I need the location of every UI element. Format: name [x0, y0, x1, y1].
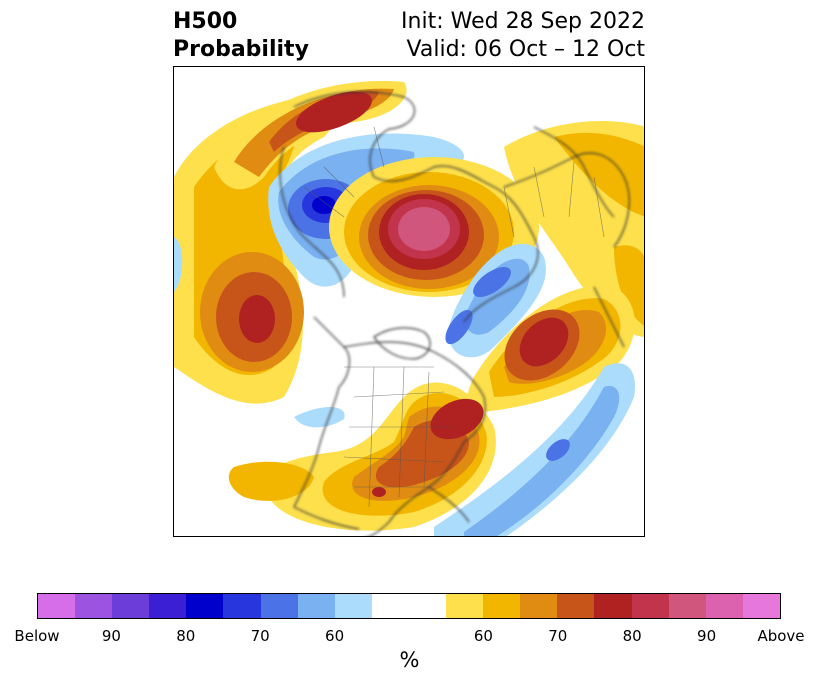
title-block-left: H500 Probability [173, 8, 309, 64]
colorbar-segment [483, 594, 521, 618]
map-svg [174, 81, 644, 536]
colorbar-segment [149, 594, 187, 618]
colorbar-segment [446, 594, 484, 618]
valid-period: Valid: 06 Oct – 12 Oct [406, 37, 645, 62]
colorbar-segment [334, 594, 372, 618]
colorbar-segment [112, 594, 150, 618]
colorbar-segment [705, 594, 743, 618]
title-type: Probability [173, 37, 309, 62]
colorbar [37, 593, 781, 619]
colorbar-segment [594, 594, 632, 618]
colorbar-unit: % [399, 648, 420, 672]
colorbar-tick-label: 60 [325, 627, 345, 645]
colorbar-tick-label: 90 [697, 627, 717, 645]
anomaly-asia-above [504, 121, 644, 337]
title-block-right: Init: Wed 28 Sep 2022 Valid: 06 Oct – 12… [401, 8, 645, 64]
colorbar-tick-label: Above [757, 627, 805, 645]
colorbar-ticks: Below 90 80 70 60 60 70 80 90 Above [14, 627, 804, 647]
colorbar-tick-label: 70 [548, 627, 568, 645]
colorbar-segment [186, 594, 224, 618]
probability-map [173, 66, 645, 537]
colorbar-segment [223, 594, 261, 618]
colorbar-segment [631, 594, 669, 618]
colorbar-segment [520, 594, 558, 618]
colorbar-segment [742, 594, 780, 618]
colorbar-segment [260, 594, 298, 618]
colorbar-tick-label: 60 [473, 627, 493, 645]
colorbar-segment [557, 594, 595, 618]
anomaly-scandinavia-above [214, 81, 407, 190]
colorbar-segment [371, 594, 447, 618]
anomaly-pacific-nw-below [445, 243, 546, 358]
colorbar-segment [38, 594, 76, 618]
anomaly-arctic-above [329, 157, 539, 297]
colorbar-segment [297, 594, 335, 618]
colorbar-tick-label: 80 [176, 627, 196, 645]
colorbar-tick-label: 90 [101, 627, 121, 645]
anomaly-pacific-east-above [467, 285, 635, 412]
colorbar-segment [668, 594, 706, 618]
country-borders [303, 126, 605, 508]
title-variable: H500 [173, 9, 238, 34]
anomaly-atlantic-below [294, 363, 635, 536]
init-date: Init: Wed 28 Sep 2022 [401, 9, 645, 34]
colorbar-tick-label: 70 [250, 627, 270, 645]
coastlines [279, 91, 630, 536]
colorbar-tick-label: Below [14, 627, 60, 645]
colorbar-tick-label: 80 [622, 627, 642, 645]
colorbar-segment [75, 594, 113, 618]
